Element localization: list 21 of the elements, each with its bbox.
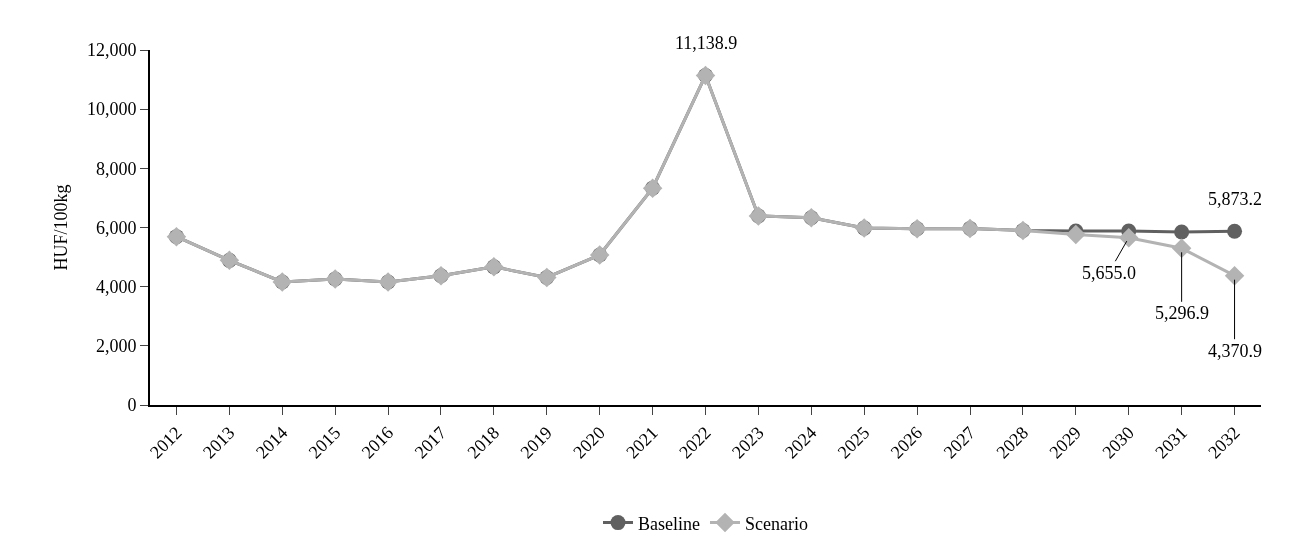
point bbox=[1227, 223, 1243, 239]
y-tick-label: 4,000 bbox=[95, 276, 137, 297]
y-tick-label: 12,000 bbox=[86, 40, 137, 61]
data-label: 5,655.0 bbox=[1082, 263, 1136, 283]
y-tick-label: 10,000 bbox=[86, 99, 137, 120]
y-tick-label: 2,000 bbox=[95, 336, 137, 357]
point bbox=[1171, 238, 1192, 259]
y-axis-title: HUF/100kg bbox=[50, 184, 71, 271]
y-tick-label: 0 bbox=[127, 395, 137, 416]
data-label: 11,138.9 bbox=[675, 33, 738, 53]
legend-label: Scenario bbox=[744, 513, 808, 534]
data-label: 4,370.9 bbox=[1208, 341, 1262, 361]
point bbox=[1224, 265, 1245, 286]
point bbox=[1066, 224, 1086, 245]
y-tick-label: 8,000 bbox=[95, 158, 137, 179]
point bbox=[1118, 227, 1139, 248]
data-label: 5,296.9 bbox=[1155, 303, 1209, 323]
legend-label: Baseline bbox=[638, 513, 700, 534]
data-label: 5,873.2 bbox=[1208, 189, 1262, 209]
y-tick-label: 6,000 bbox=[95, 217, 137, 238]
point bbox=[1174, 224, 1190, 240]
